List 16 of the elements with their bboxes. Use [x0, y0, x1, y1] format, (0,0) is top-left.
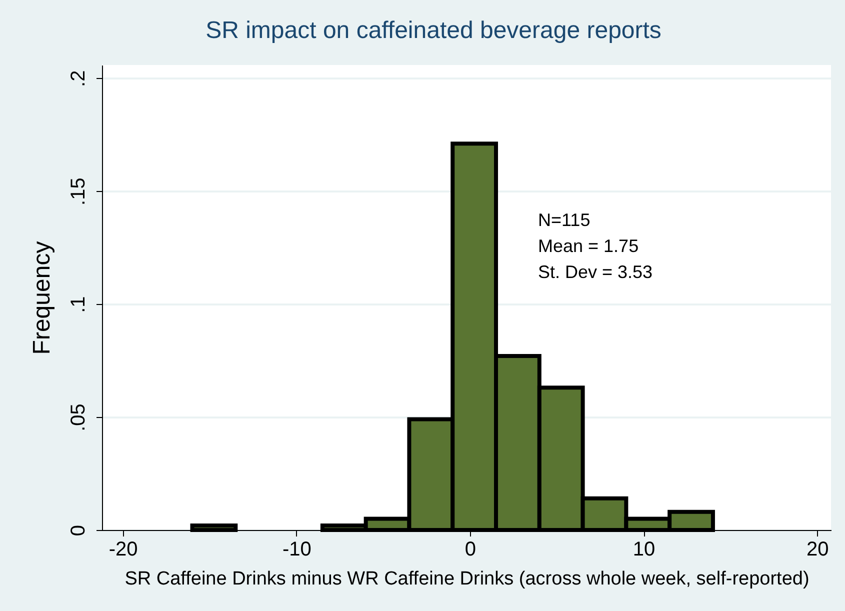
- annotation: St. Dev = 3.53: [538, 262, 653, 282]
- x-tick-label: 0: [464, 538, 476, 560]
- y-tick-label: 0: [68, 524, 90, 536]
- y-axis-title: Frequency: [28, 241, 56, 355]
- y-tick-label: .05: [68, 404, 90, 432]
- x-tick-label: 10: [632, 538, 656, 560]
- annotation: Mean = 1.75: [538, 236, 639, 256]
- x-tick-label: -10: [282, 538, 312, 560]
- y-tick-label: .1: [68, 296, 90, 313]
- annotation: N=115: [538, 210, 590, 230]
- chart-title: SR impact on caffeinated beverage reports: [206, 17, 662, 44]
- y-tick-label: .2: [68, 70, 90, 87]
- x-tick-label: -20: [108, 538, 138, 560]
- y-tick-label: .15: [68, 178, 90, 206]
- x-tick-label: 20: [806, 538, 829, 560]
- x-axis-title: SR Caffeine Drinks minus WR Caffeine Drinks (across whole week, self-reported): [124, 568, 810, 590]
